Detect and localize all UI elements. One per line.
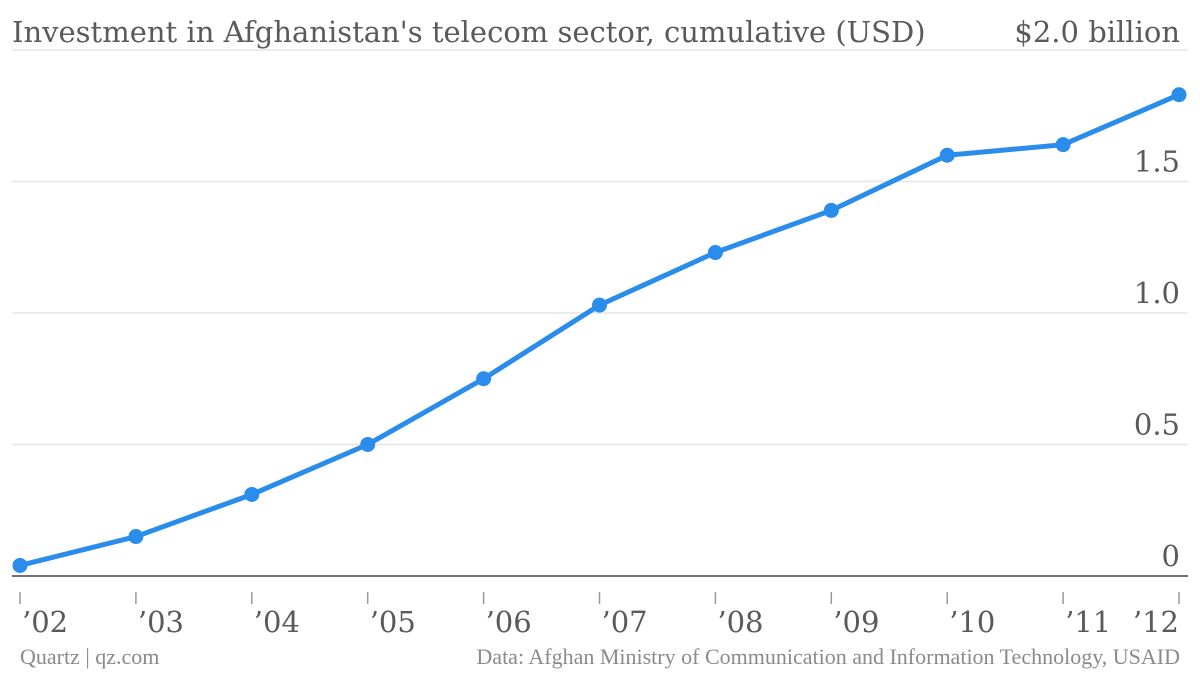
data-point: [592, 297, 607, 313]
x-tick-label: ’06: [486, 605, 532, 639]
x-tick-label: ’08: [717, 605, 763, 639]
x-tick-label: ’04: [254, 605, 300, 639]
data-point: [1171, 87, 1187, 103]
series-line: [17, 92, 1182, 568]
x-axis-ticks: [19, 592, 1180, 604]
data-point: [128, 529, 144, 545]
x-tick-label: ’11: [1065, 605, 1111, 639]
x-tick-label: ’10: [949, 605, 995, 639]
gridlines: [12, 49, 1188, 446]
data-point: [707, 245, 723, 261]
data-point: [939, 147, 955, 163]
x-tick-label: ’05: [370, 605, 416, 639]
x-tick-label: ’03: [138, 605, 184, 639]
y-axis-top-label: $2.0 billion: [1014, 15, 1180, 49]
x-tick-label: ’07: [602, 605, 648, 639]
x-axis-tick-labels: ’02 ’03 ’04 ’05 ’06 ’07 ’08 ’09 ’10 ’11 ’12: [22, 605, 1179, 639]
x-tick-label: ’12: [1133, 605, 1179, 639]
y-tick-label: 0: [1162, 539, 1180, 573]
y-axis-tick-labels: 0 0.5 1.0 1.5 $2.0 billion: [1014, 15, 1180, 573]
x-tick-label: ’09: [833, 605, 879, 639]
data-point: [1055, 137, 1071, 153]
series-investment: [12, 87, 1187, 573]
source-credit: Quartz | qz.com: [20, 644, 160, 669]
data-point: [360, 437, 376, 452]
data-point: [244, 486, 260, 502]
y-tick-label: 0.5: [1134, 408, 1180, 442]
data-point: [476, 371, 492, 387]
data-point: [823, 202, 839, 218]
data-source-note: Data: Afghan Ministry of Communication a…: [476, 644, 1180, 669]
x-tick-label: ’02: [22, 605, 68, 639]
data-point: [12, 557, 28, 573]
chart-title: Investment in Afghanistan's telecom sect…: [12, 15, 926, 49]
y-tick-label: 1.5: [1134, 145, 1180, 179]
y-tick-label: 1.0: [1134, 276, 1180, 310]
